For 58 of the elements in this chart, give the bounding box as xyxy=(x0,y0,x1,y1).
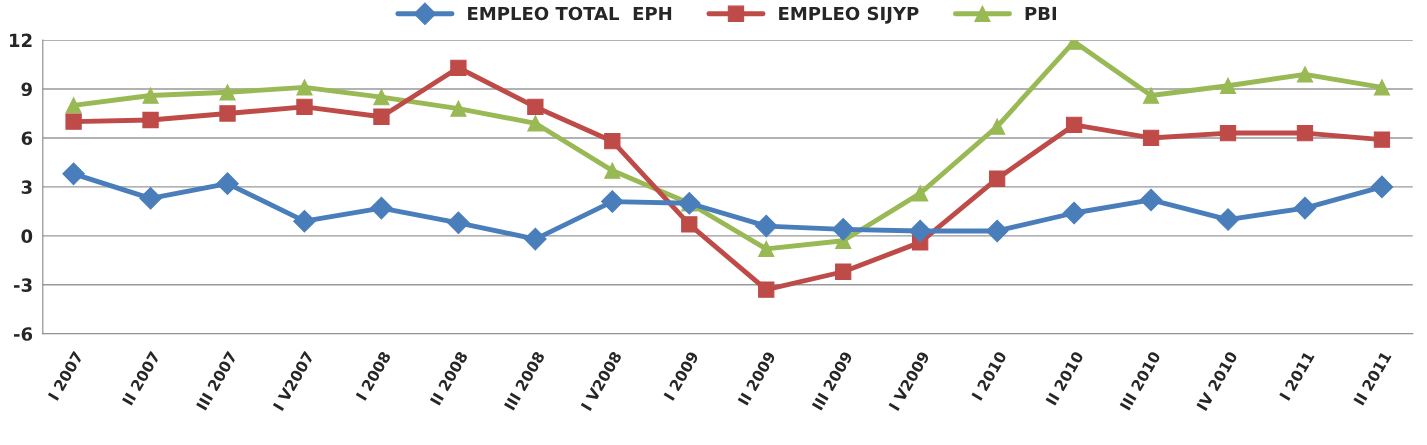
point xyxy=(373,89,390,106)
point xyxy=(65,113,82,130)
point xyxy=(447,211,470,235)
legend-label: PBI xyxy=(1025,6,1057,21)
legend-label: EMPLEO TOTAL EPH xyxy=(468,6,672,21)
point xyxy=(65,97,82,114)
point xyxy=(835,263,852,280)
legend-label: EMPLEO SIJYP xyxy=(779,6,919,24)
point xyxy=(1139,188,1163,212)
point xyxy=(831,218,855,241)
point xyxy=(604,133,621,150)
point xyxy=(1293,196,1317,220)
point xyxy=(1142,87,1160,104)
point xyxy=(450,100,467,117)
y-tick-label: -6 xyxy=(14,327,33,341)
point xyxy=(139,187,162,210)
y-tick-label: -3 xyxy=(14,278,32,292)
point xyxy=(373,108,390,125)
y-tick-label: 0 xyxy=(21,229,33,243)
point xyxy=(1296,66,1314,83)
point xyxy=(681,216,698,233)
y-tick-label: 12 xyxy=(10,33,32,47)
point xyxy=(219,84,236,101)
y-tick-label: 9 xyxy=(21,82,32,97)
point xyxy=(1219,77,1237,94)
y-tick-label: 3 xyxy=(21,180,32,195)
point xyxy=(988,170,1006,187)
point xyxy=(1219,124,1237,142)
point xyxy=(527,115,544,132)
point xyxy=(758,281,775,298)
point xyxy=(524,227,547,251)
point xyxy=(754,214,778,238)
point xyxy=(450,59,467,76)
point xyxy=(1370,175,1394,199)
point xyxy=(601,190,624,213)
point xyxy=(1296,124,1314,142)
point xyxy=(1142,129,1160,147)
point xyxy=(1373,131,1391,148)
point xyxy=(1373,79,1391,96)
point xyxy=(296,79,313,96)
y-tick-label: 6 xyxy=(21,131,33,146)
point xyxy=(604,162,621,179)
point xyxy=(1065,116,1083,134)
point xyxy=(912,185,929,202)
point xyxy=(527,98,544,116)
point xyxy=(985,219,1009,243)
point xyxy=(142,111,159,129)
point xyxy=(62,162,85,186)
point xyxy=(908,219,932,243)
point xyxy=(1062,201,1086,225)
point xyxy=(370,196,393,220)
point xyxy=(219,105,236,122)
point xyxy=(1216,208,1240,231)
point xyxy=(216,172,239,195)
point xyxy=(758,240,775,258)
point xyxy=(296,98,313,116)
point xyxy=(293,209,316,233)
point xyxy=(142,87,159,104)
